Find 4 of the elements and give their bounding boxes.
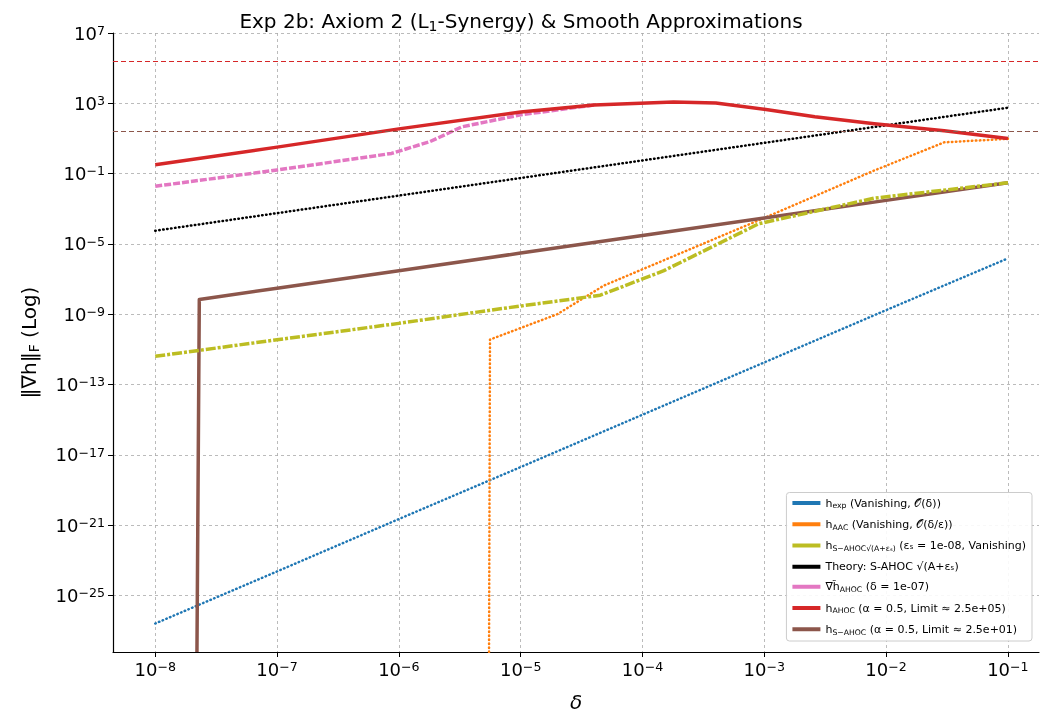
line-series <box>153 106 1010 232</box>
y-axis-title: ‖∇h‖F (Log) <box>17 286 42 399</box>
legend-label: Theory: S-AHOC √(A+εₛ) <box>824 560 959 574</box>
x-axis-title: δ <box>569 690 583 714</box>
